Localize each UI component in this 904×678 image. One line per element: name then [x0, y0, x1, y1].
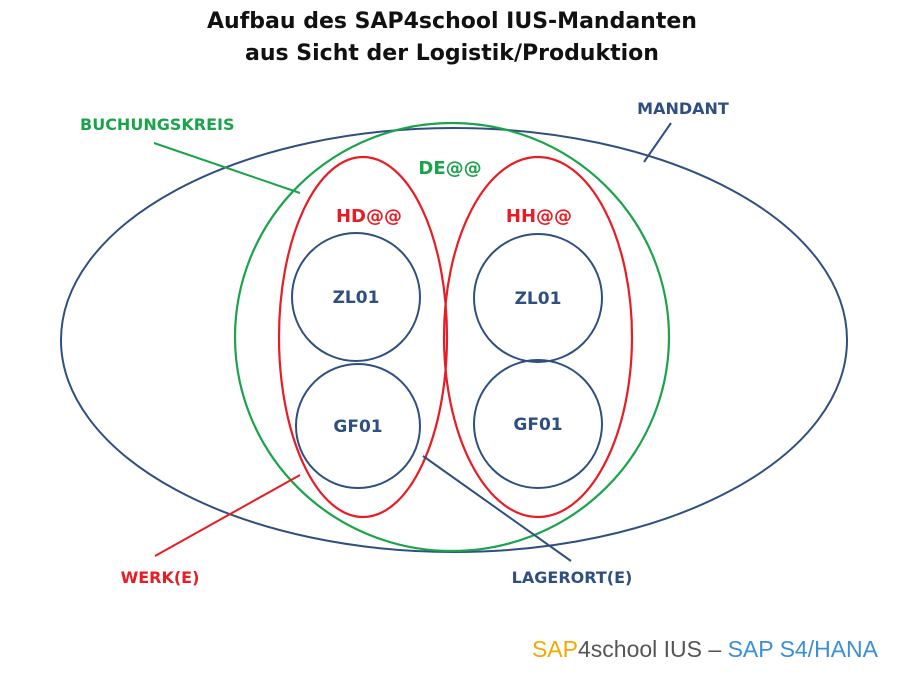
slide-title: Aufbau des SAP4school IUS-Mandanten aus …	[0, 6, 904, 70]
storage-left-top-label: ZL01	[333, 288, 380, 308]
lagerort-label: LAGERORT(E)	[512, 568, 633, 587]
storage-circle-right-bottom	[473, 359, 603, 489]
werk-label: WERK(E)	[121, 568, 200, 587]
plant-left-label: HD@@	[336, 206, 402, 227]
mandant-ellipse	[60, 127, 848, 553]
storage-circle-left-bottom	[295, 363, 421, 489]
footer-brand-school: 4school IUS –	[577, 636, 728, 662]
werk-leader-line	[154, 474, 301, 557]
title-line-2: aus Sicht der Logistik/Produktion	[245, 41, 659, 66]
storage-circle-right-top	[473, 233, 603, 363]
footer-brand-s4hana: SAP S4/HANA	[727, 636, 878, 662]
storage-circle-left-top	[291, 232, 421, 362]
plant-right-ellipse	[442, 155, 634, 519]
footer-brand: SAP4school IUS – SAP S4/HANA	[0, 634, 904, 664]
buchungskreis-label: BUCHUNGSKREIS	[80, 115, 234, 134]
storage-left-bottom-label: GF01	[333, 417, 382, 437]
company-code-label: DE@@	[418, 158, 481, 179]
storage-right-bottom-label: GF01	[513, 415, 562, 435]
storage-right-top-label: ZL01	[515, 289, 562, 309]
buchungskreis-leader-line	[153, 142, 301, 194]
buchungskreis-ellipse	[233, 121, 671, 553]
plant-left-ellipse	[277, 155, 449, 519]
mandant-label: MANDANT	[637, 99, 729, 118]
title-line-1: Aufbau des SAP4school IUS-Mandanten	[207, 9, 697, 34]
plant-right-label: HH@@	[506, 206, 572, 227]
mandant-leader-line	[643, 122, 672, 163]
footer-brand-sap: SAP	[531, 636, 578, 662]
lagerort-leader-line	[422, 455, 572, 562]
